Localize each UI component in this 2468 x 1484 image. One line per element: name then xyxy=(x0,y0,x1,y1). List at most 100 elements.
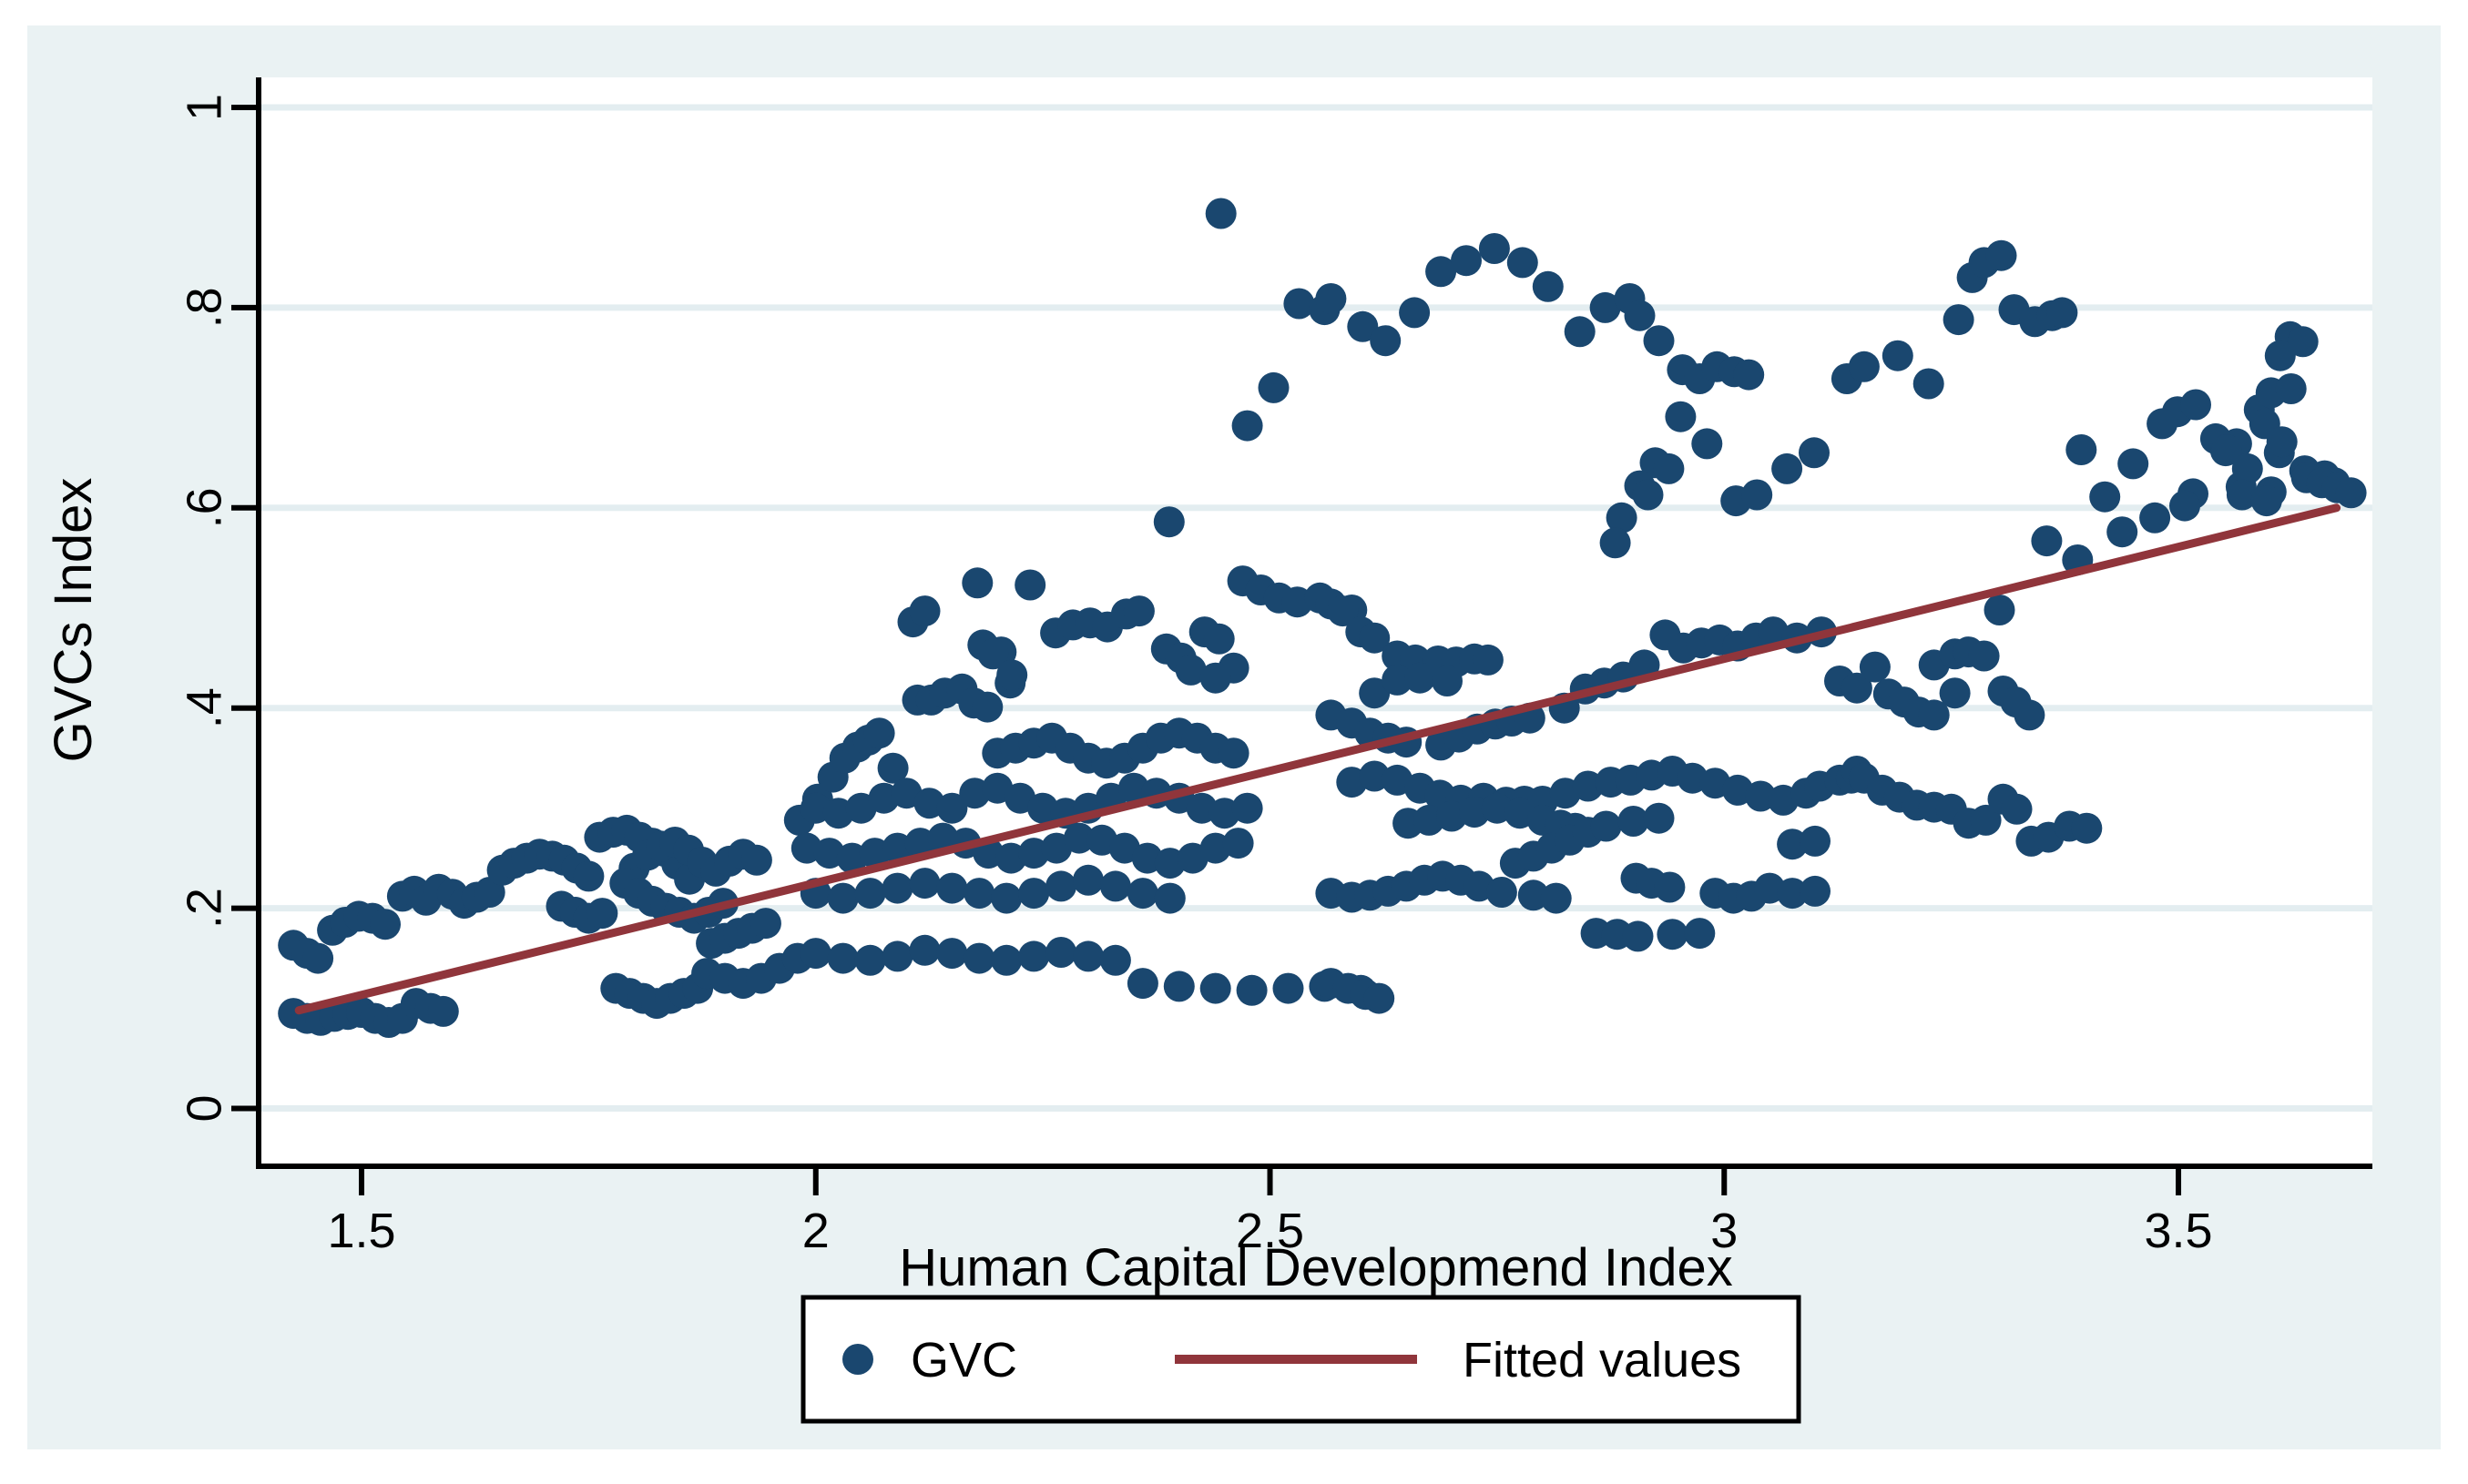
scatter-point xyxy=(1733,359,1765,391)
scatter-point xyxy=(1236,974,1268,1006)
scatter-point xyxy=(1231,792,1263,824)
scatter-point xyxy=(1657,919,1688,950)
scatter-point xyxy=(1382,664,1413,696)
scatter-point xyxy=(2071,812,2103,844)
scatter-point xyxy=(1018,878,1050,910)
scatter-point xyxy=(1432,666,1463,696)
scatter-point xyxy=(1199,972,1231,1004)
scatter-point xyxy=(1741,479,1773,511)
scatter-point xyxy=(909,934,941,966)
scatter-point xyxy=(882,872,913,904)
y-ticks: 0 .2 .4 .6 .8 1 xyxy=(177,94,259,1123)
scatter-points xyxy=(278,198,2367,1038)
scatter-point xyxy=(1018,940,1050,972)
scatter-point xyxy=(1127,968,1158,1000)
scatter-point xyxy=(1777,828,1809,860)
scatter-point xyxy=(1632,479,1664,511)
scatter-point xyxy=(1404,662,1436,694)
scatter-point xyxy=(1985,239,2017,271)
scatter-point xyxy=(1939,677,1971,709)
y-tick-label: .2 xyxy=(177,888,231,929)
scatter-point xyxy=(2250,485,2282,517)
scatter-point xyxy=(1532,270,1564,302)
scatter-point xyxy=(2210,434,2242,465)
scatter-point xyxy=(1073,864,1104,896)
scatter-point xyxy=(1045,937,1077,968)
scatter-point xyxy=(1363,982,1395,1014)
scatter-point xyxy=(427,995,459,1027)
scatter-point xyxy=(1617,806,1649,837)
scatter-point xyxy=(1231,410,1263,442)
scatter-point xyxy=(1154,882,1186,914)
scatter-point xyxy=(1425,256,1457,288)
scatter-point xyxy=(1073,940,1104,972)
scatter-point xyxy=(1099,870,1131,902)
scatter-point xyxy=(1218,737,1249,769)
scatter-point xyxy=(1758,616,1790,648)
legend-gvc-label: GVC xyxy=(911,1333,1017,1387)
scatter-point xyxy=(1918,699,1950,731)
scatter-point xyxy=(991,944,1023,976)
scatter-point xyxy=(2139,502,2171,534)
plot-area xyxy=(259,77,2372,1164)
scatter-point xyxy=(740,844,772,876)
scatter-point xyxy=(1771,452,1803,484)
scatter-point xyxy=(1478,233,1510,264)
scatter-point xyxy=(1399,297,1431,329)
scatter-point xyxy=(2046,297,2078,329)
scatter-point xyxy=(1653,452,1685,484)
scatter-point xyxy=(2001,793,2033,825)
scatter-point xyxy=(863,717,895,749)
scatter-point xyxy=(1205,198,1237,229)
scatter-point xyxy=(936,792,968,824)
scatter-point xyxy=(936,872,968,904)
x-tick-label: 2.5 xyxy=(1236,1204,1304,1258)
scatter-point xyxy=(2226,479,2258,511)
scatter-point xyxy=(827,942,859,974)
y-axis-title: GVCs Index xyxy=(44,478,103,763)
y-tick-label: 1 xyxy=(177,94,231,121)
scatter-point xyxy=(1968,640,2000,672)
scatter-point xyxy=(1199,662,1231,694)
scatter-point xyxy=(1841,672,1872,704)
scatter-point xyxy=(1777,878,1809,910)
scatter-point xyxy=(2287,326,2319,358)
x-tick-label: 2 xyxy=(802,1204,830,1258)
scatter-point xyxy=(1800,825,1831,857)
scatter-point xyxy=(1127,878,1158,910)
x-axis-title: Human Capital Developmend Index xyxy=(899,1238,1733,1297)
scatter-point xyxy=(2231,452,2263,484)
scatter-point xyxy=(1015,569,1046,601)
scatter-point xyxy=(977,638,1009,670)
scatter-point xyxy=(2180,389,2211,421)
y-tick-label: .4 xyxy=(177,687,231,728)
scatter-point xyxy=(1347,310,1379,342)
scatter-point xyxy=(1359,677,1391,709)
scatter-point xyxy=(1123,595,1155,627)
scatter-point xyxy=(302,942,334,974)
scatter-point xyxy=(1517,879,1549,911)
scatter-point xyxy=(800,938,831,970)
scatter-point xyxy=(1472,644,1504,676)
scatter-point xyxy=(1590,810,1622,842)
scatter-point xyxy=(936,938,968,970)
scatter-point xyxy=(1485,877,1517,908)
scatter-point xyxy=(1691,428,1723,460)
scatter-point xyxy=(1451,245,1482,277)
scatter-point xyxy=(1970,804,2002,836)
legend-gvc-marker-icon xyxy=(842,1344,873,1375)
scatter-point xyxy=(882,940,913,972)
x-tick-label: 3.5 xyxy=(2144,1204,2212,1258)
scatter-point xyxy=(1848,351,1880,382)
scatter-point xyxy=(909,868,941,900)
scatter-point xyxy=(2335,477,2367,509)
legend-fitted-label: Fitted values xyxy=(1463,1333,1741,1387)
scatter-point xyxy=(1222,828,1254,859)
scatter-point xyxy=(964,942,995,974)
scatter-point xyxy=(573,860,605,892)
scatter-point xyxy=(1203,623,1235,655)
scatter-point xyxy=(996,659,1028,691)
scatter-point xyxy=(1859,651,1891,683)
scatter-point xyxy=(1315,283,1347,314)
